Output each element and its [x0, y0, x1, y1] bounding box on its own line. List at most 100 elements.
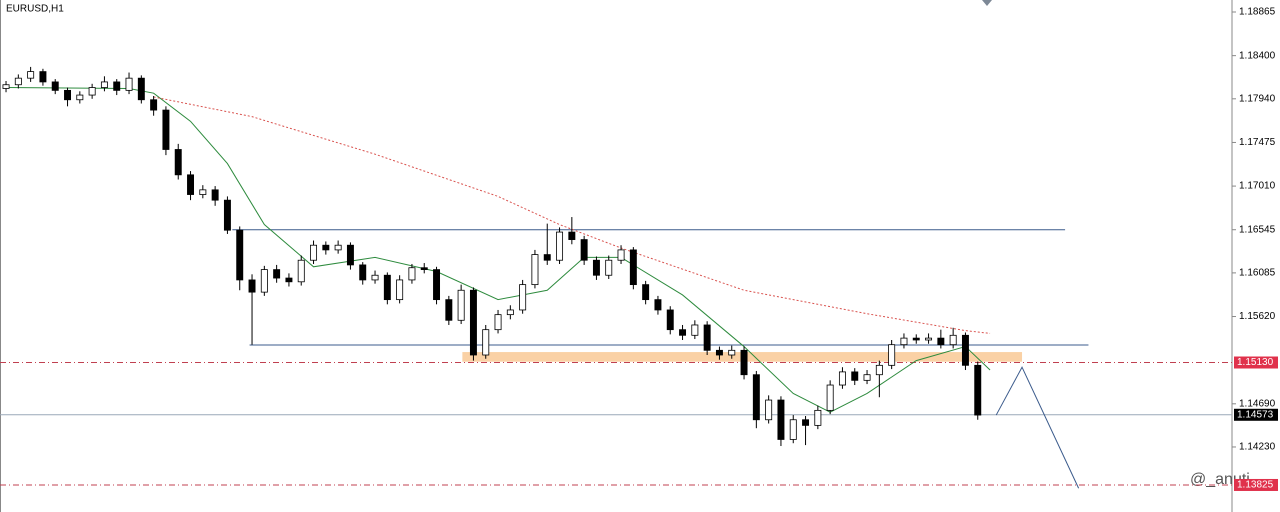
- candle-body: [297, 259, 305, 283]
- candle-body: [162, 109, 170, 150]
- candle-body: [715, 349, 723, 356]
- candle-body: [346, 244, 354, 266]
- candle-body: [506, 309, 514, 316]
- candle-body: [789, 419, 797, 440]
- candle-body: [752, 374, 760, 421]
- candle-body: [949, 334, 957, 346]
- candle-body: [691, 324, 699, 336]
- y-tick-label: 1.18400: [1239, 50, 1276, 61]
- candle-body: [371, 274, 379, 281]
- candle-body: [248, 279, 256, 293]
- y-tick-label: 1.18865: [1239, 7, 1276, 18]
- candle-body: [187, 174, 195, 195]
- candle-body: [851, 371, 859, 381]
- candle-body: [777, 399, 785, 440]
- candle-body: [740, 349, 748, 376]
- candle-body: [383, 274, 391, 301]
- moving-average: [153, 96, 991, 334]
- candle-body: [925, 337, 933, 341]
- candle-body: [64, 89, 72, 101]
- candle-body: [199, 189, 207, 195]
- price-label-box: [1234, 356, 1278, 369]
- candle-body: [2, 84, 10, 89]
- candle-body: [728, 349, 736, 356]
- candle-body: [974, 364, 982, 416]
- candle-body: [937, 337, 945, 346]
- candle-body: [826, 384, 834, 411]
- candle-body: [617, 249, 625, 261]
- y-tick-label: 1.16085: [1239, 268, 1276, 279]
- candle-body: [592, 259, 600, 276]
- candle-body: [273, 269, 281, 279]
- y-tick-label: 1.14690: [1239, 398, 1276, 409]
- candle-body: [88, 87, 96, 96]
- price-label: 1.13825: [1237, 480, 1274, 491]
- candle-body: [260, 269, 268, 293]
- candle-body: [445, 299, 453, 321]
- y-tick-label: 1.17940: [1239, 93, 1276, 104]
- candle-body: [556, 231, 564, 261]
- candle-body: [900, 337, 908, 346]
- candle-body: [76, 94, 84, 101]
- candle-body: [310, 244, 318, 261]
- candle-body: [433, 269, 441, 301]
- price-label-box: [1234, 478, 1278, 491]
- candle-body: [654, 299, 662, 311]
- price-label: 1.15130: [1237, 357, 1274, 368]
- candle-body: [494, 314, 502, 331]
- chart-title: EURUSD,H1: [6, 4, 64, 15]
- y-tick-label: 1.16545: [1239, 224, 1276, 235]
- candle-body: [408, 267, 416, 281]
- candle-body: [420, 267, 428, 271]
- y-tick-label: 1.17010: [1239, 181, 1276, 192]
- projection-line: [995, 366, 1080, 489]
- candle-body: [51, 81, 59, 91]
- candle-body: [27, 71, 35, 79]
- candle-body: [236, 229, 244, 281]
- candle-body: [14, 77, 22, 86]
- candle-body: [174, 149, 182, 176]
- candle-body: [137, 77, 145, 101]
- candle-body: [605, 259, 613, 276]
- candle-body: [543, 254, 551, 261]
- candle-body: [285, 277, 293, 283]
- candle-body: [469, 289, 477, 356]
- candle-body: [961, 334, 969, 366]
- candle-body: [125, 77, 133, 91]
- candle-body: [629, 249, 637, 286]
- y-tick-label: 1.17475: [1239, 137, 1276, 148]
- candle-body: [150, 99, 158, 111]
- candle-body: [912, 337, 920, 341]
- candle-body: [322, 244, 330, 251]
- price-label: 1.14573: [1237, 409, 1274, 420]
- candle-body: [679, 329, 687, 336]
- candle-body: [396, 279, 404, 301]
- candle-body: [519, 284, 527, 311]
- candle-body: [580, 239, 588, 261]
- candle-body: [666, 309, 674, 331]
- candle-body: [802, 419, 810, 426]
- candle-body: [642, 284, 650, 301]
- candle-body: [334, 244, 342, 251]
- y-tick-label: 1.15620: [1239, 311, 1276, 322]
- candle-body: [888, 344, 896, 366]
- candle-body: [211, 189, 219, 201]
- candle-body: [223, 199, 231, 231]
- candle-body: [113, 81, 121, 91]
- candle-body: [703, 324, 711, 351]
- candle-body: [359, 264, 367, 281]
- candle-body: [568, 231, 576, 240]
- candle-body: [838, 371, 846, 386]
- candle-body: [39, 71, 47, 83]
- price-label-box: [1234, 408, 1278, 421]
- candle-body: [814, 409, 822, 426]
- candle-body: [531, 254, 539, 286]
- shift-marker: [982, 0, 992, 6]
- candle-body: [482, 329, 490, 356]
- candle-body: [457, 289, 465, 321]
- candle-body: [875, 364, 883, 376]
- moving-average: [6, 87, 991, 413]
- candle-body: [863, 374, 871, 381]
